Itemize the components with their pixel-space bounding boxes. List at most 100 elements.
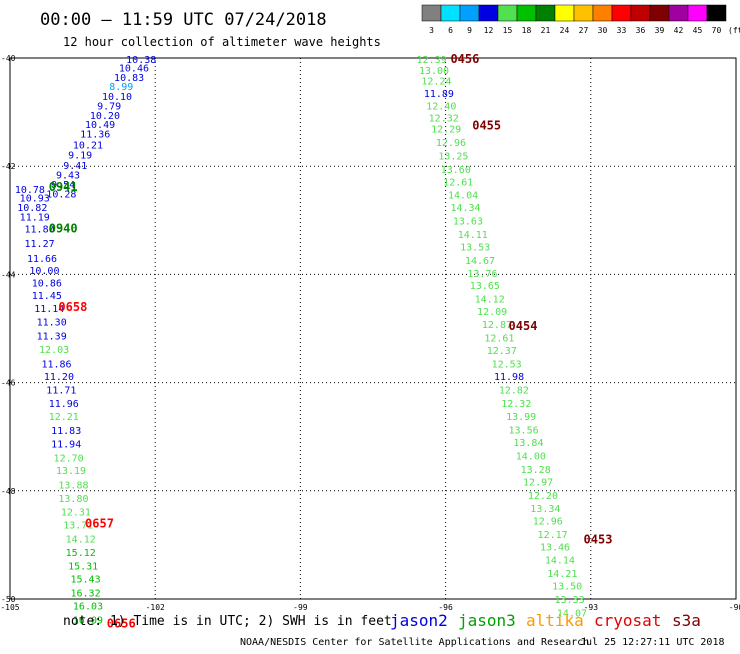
wave-height-value: 12.82 bbox=[499, 386, 529, 397]
legend-label-21: 21 bbox=[541, 26, 551, 35]
legend-swatch-18 bbox=[516, 4, 537, 22]
wave-height-value: 10.28 bbox=[46, 189, 76, 200]
wave-height-value: 10.38 bbox=[126, 55, 156, 66]
legend-swatch-39 bbox=[649, 4, 670, 22]
wave-height-value: 12.09 bbox=[477, 307, 507, 318]
legend-label-12: 12 bbox=[484, 26, 494, 35]
wave-height-value: 11.71 bbox=[46, 386, 76, 397]
wave-height-value: 14.07 bbox=[557, 609, 587, 620]
wave-height-value: 14.67 bbox=[465, 256, 495, 267]
lon-tick-label: -90 bbox=[729, 603, 740, 612]
legend-label-15: 15 bbox=[503, 26, 513, 35]
wave-height-value: 11.94 bbox=[51, 440, 81, 451]
wave-height-value: 11.36 bbox=[80, 130, 110, 141]
pass-time-label: 0656 bbox=[107, 616, 136, 630]
wave-height-value: 9.79 bbox=[97, 102, 121, 113]
wave-height-value: 11.80 bbox=[25, 224, 55, 235]
legend-swatch-70 bbox=[706, 4, 727, 22]
legend-label-42: 42 bbox=[674, 26, 684, 35]
lon-tick-label: -105 bbox=[0, 603, 19, 612]
wave-height-value: 14.12 bbox=[66, 534, 96, 545]
wave-height-value: 10.21 bbox=[73, 141, 103, 152]
legend-swatch-6 bbox=[440, 4, 461, 22]
legend-label-3: 3 bbox=[429, 26, 434, 35]
wave-height-value: 11.45 bbox=[32, 291, 62, 302]
wave-height-value: 14.04 bbox=[448, 190, 478, 201]
wave-height-value: 10.49 bbox=[85, 120, 115, 131]
wave-height-value: 12.39 bbox=[417, 55, 447, 66]
wave-height-value: 12.32 bbox=[501, 399, 531, 410]
wave-height-value: 15.43 bbox=[71, 574, 101, 585]
legend-swatch-12 bbox=[478, 4, 499, 22]
legend-swatch-36 bbox=[630, 4, 651, 22]
wave-height-value: 10.46 bbox=[119, 64, 149, 75]
wave-height-value: 13.65 bbox=[470, 281, 500, 292]
observation-layer: 10.3810.4610.838.9910.109.7910.2010.4911… bbox=[15, 55, 587, 626]
pass-time-label: 0453 bbox=[584, 532, 613, 546]
axis-tick-labels: -40 -42 -44 -46 -48 -50-105 -102 -99 -96 -93 -90 bbox=[0, 54, 740, 612]
lon-tick-label: -96 bbox=[438, 603, 453, 612]
satellite-cryosat: cryosat bbox=[594, 611, 661, 630]
legend-swatch-21 bbox=[535, 4, 556, 22]
wave-height-value: 13.56 bbox=[509, 426, 539, 437]
wave-height-value: 12.17 bbox=[538, 530, 568, 541]
note-text: note: 1) Time is in UTC; 2) SWH is in fe… bbox=[63, 614, 392, 629]
satellite-jason2: jason2 bbox=[390, 611, 448, 630]
pass-time-label: 0454 bbox=[509, 319, 538, 333]
wave-height-value: 13.84 bbox=[513, 438, 543, 449]
wave-height-value: 10.93 bbox=[20, 194, 50, 205]
wave-height-value: 13.46 bbox=[540, 543, 570, 554]
wave-height-value: 16.09 bbox=[73, 616, 103, 627]
legend-swatch-27 bbox=[573, 4, 594, 22]
legend-label-9: 9 bbox=[467, 26, 472, 35]
footer-timestamp: Jul 25 12:27:11 UTC 2018 bbox=[580, 637, 725, 648]
wave-height-value: 9.54 bbox=[51, 180, 75, 191]
page-title: 00:00 – 11:59 UTC 07/24/2018 bbox=[40, 10, 327, 30]
wave-height-value: 13.34 bbox=[530, 504, 560, 515]
wave-height-value: 10.82 bbox=[17, 203, 47, 214]
wave-height-value: 11.39 bbox=[37, 332, 67, 343]
legend-swatch-42 bbox=[668, 4, 689, 22]
wave-height-value: 14.00 bbox=[516, 452, 546, 463]
lon-tick-label: -102 bbox=[146, 603, 165, 612]
legend-label-33: 33 bbox=[617, 26, 627, 35]
wave-height-value: 12.96 bbox=[436, 138, 466, 149]
wave-height-value: 12.70 bbox=[54, 453, 84, 464]
wave-height-value: 12.20 bbox=[528, 491, 558, 502]
wave-height-value: 11.66 bbox=[27, 254, 57, 265]
lon-tick-label: -93 bbox=[584, 603, 599, 612]
pass-time-label: 0940 bbox=[49, 221, 78, 235]
wave-height-value: 12.37 bbox=[487, 346, 517, 357]
wave-height-value: 12.97 bbox=[523, 478, 553, 489]
pass-time-label: 0941 bbox=[49, 180, 78, 194]
pass-time-label: 0657 bbox=[85, 516, 114, 530]
satellite-altika: altika bbox=[526, 611, 584, 630]
wave-height-value: 12.31 bbox=[61, 507, 91, 518]
legend-label-36: 36 bbox=[636, 26, 646, 35]
lat-tick-label: -48 bbox=[1, 487, 16, 496]
wave-height-value: 11.86 bbox=[41, 360, 71, 371]
wave-height-value: 14.11 bbox=[458, 230, 488, 241]
legend-swatch-30 bbox=[592, 4, 613, 22]
legend-unit: (ft) bbox=[728, 26, 740, 35]
footer-credit: NOAA/NESDIS Center for Satellite Applica… bbox=[240, 637, 589, 648]
wave-height-value: 10.78 bbox=[15, 185, 45, 196]
wave-height-value: 12.53 bbox=[492, 360, 522, 371]
wave-height-value: 10.86 bbox=[32, 279, 62, 290]
wave-height-value: 13.60 bbox=[441, 165, 471, 176]
legend-swatch-9 bbox=[459, 4, 480, 22]
wave-height-value: 12.24 bbox=[421, 77, 451, 88]
legend-swatch-3 bbox=[421, 4, 442, 22]
wave-height-value: 12.29 bbox=[431, 124, 461, 135]
wave-height-value: 11.96 bbox=[49, 399, 79, 410]
satellite-legend: jason2 jason3 altika cryosat s3a bbox=[390, 611, 701, 630]
wave-height-value: 12.40 bbox=[426, 102, 456, 113]
wave-height-value: 11.20 bbox=[44, 372, 74, 383]
wave-height-value: 9.41 bbox=[63, 161, 87, 172]
wave-height-value: 12.96 bbox=[533, 517, 563, 528]
legend-label-27: 27 bbox=[579, 26, 589, 35]
lat-tick-label: -50 bbox=[1, 595, 16, 604]
